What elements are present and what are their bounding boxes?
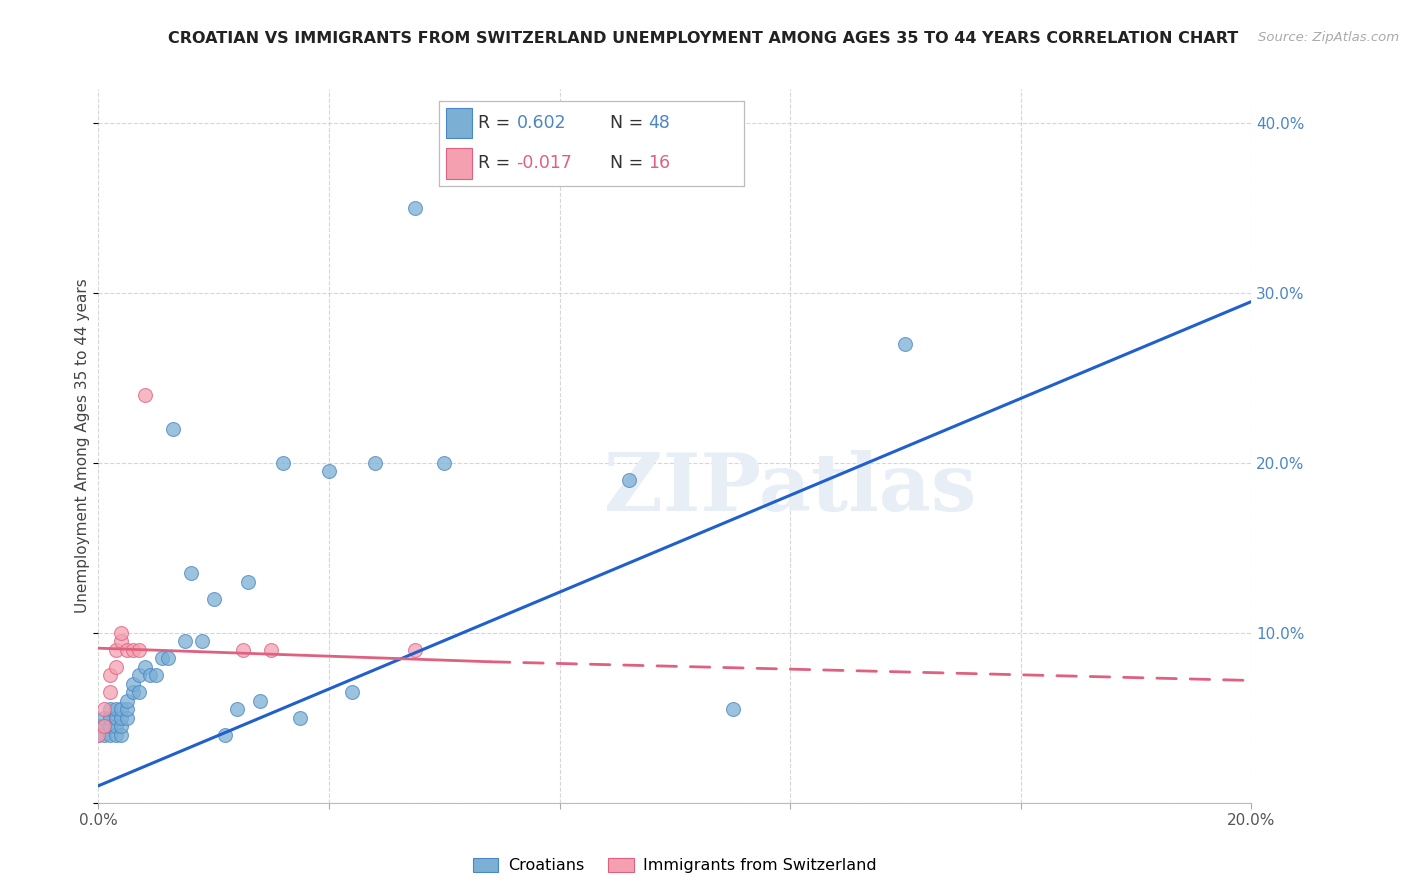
Point [104, 643, 127, 657]
Legend: Croatians, Immigrants from Switzerland: Croatians, Immigrants from Switzerland [467, 851, 883, 880]
Point [405, 201, 427, 215]
Point [318, 465, 340, 479]
Point [98, 685, 121, 699]
Text: ZIPatlas: ZIPatlas [605, 450, 976, 528]
Point [128, 643, 150, 657]
Point [110, 626, 132, 640]
Point [98, 702, 121, 716]
Point [128, 685, 150, 699]
Point [93, 711, 115, 725]
Point [104, 719, 127, 733]
Point [87, 719, 110, 733]
Point [139, 668, 162, 682]
Point [117, 694, 139, 708]
Point [98, 719, 121, 733]
Point [134, 388, 156, 402]
Text: CROATIAN VS IMMIGRANTS FROM SWITZERLAND UNEMPLOYMENT AMONG AGES 35 TO 44 YEARS C: CROATIAN VS IMMIGRANTS FROM SWITZERLAND … [167, 31, 1239, 46]
Point [191, 634, 214, 648]
Point [214, 728, 236, 742]
Point [110, 634, 132, 648]
Y-axis label: Unemployment Among Ages 35 to 44 years: Unemployment Among Ages 35 to 44 years [75, 278, 90, 614]
Point [117, 702, 139, 716]
Point [721, 702, 744, 716]
Point [122, 685, 145, 699]
Point [117, 643, 139, 657]
Point [156, 651, 179, 665]
Point [87, 728, 110, 742]
Point [162, 422, 184, 436]
Point [174, 634, 197, 648]
Point [93, 702, 115, 716]
Point [340, 685, 363, 699]
Point [249, 694, 271, 708]
Point [894, 337, 917, 351]
Point [260, 643, 283, 657]
Point [110, 702, 132, 716]
Point [202, 591, 225, 606]
Point [110, 711, 132, 725]
Point [271, 456, 294, 470]
Point [364, 456, 387, 470]
Point [150, 651, 173, 665]
Point [122, 677, 145, 691]
Point [134, 660, 156, 674]
Point [110, 719, 132, 733]
Point [93, 719, 115, 733]
Point [238, 574, 260, 589]
Text: Source: ZipAtlas.com: Source: ZipAtlas.com [1258, 31, 1399, 45]
Point [104, 711, 127, 725]
Point [104, 702, 127, 716]
Point [617, 473, 640, 487]
Point [231, 643, 254, 657]
Point [104, 660, 127, 674]
Point [98, 668, 121, 682]
Point [110, 728, 132, 742]
Point [104, 728, 127, 742]
Point [225, 702, 247, 716]
Point [98, 711, 121, 725]
Point [98, 728, 121, 742]
Point [117, 711, 139, 725]
Point [180, 566, 202, 581]
Point [405, 643, 427, 657]
Point [290, 711, 312, 725]
Point [433, 456, 456, 470]
Point [87, 728, 110, 742]
Point [93, 728, 115, 742]
Point [128, 668, 150, 682]
Point [93, 719, 115, 733]
Point [145, 668, 167, 682]
Point [122, 643, 145, 657]
